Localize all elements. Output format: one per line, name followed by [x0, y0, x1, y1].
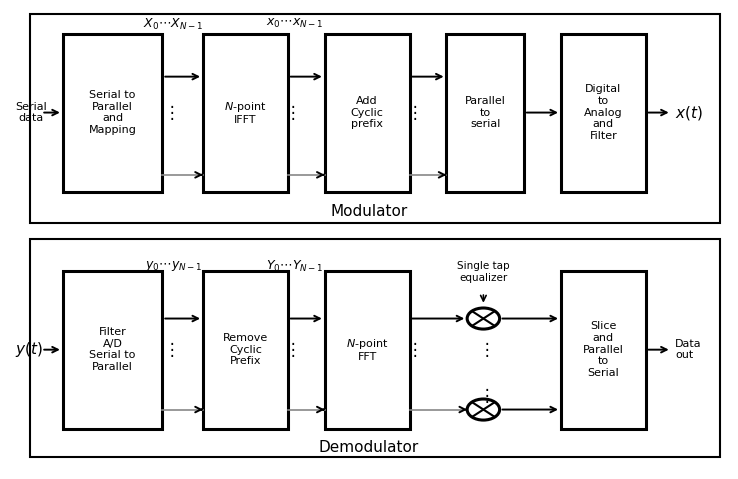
Text: $X_0 \cdots X_{N-1}$: $X_0 \cdots X_{N-1}$ — [143, 17, 204, 32]
Bar — [30, 14, 720, 223]
Bar — [63, 271, 162, 429]
Bar — [30, 240, 720, 457]
Bar — [203, 34, 288, 192]
Bar — [561, 34, 646, 192]
Text: Modulator: Modulator — [331, 205, 407, 219]
Text: Filter
A/D
Serial to
Parallel: Filter A/D Serial to Parallel — [89, 327, 136, 372]
Text: Data
out: Data out — [675, 339, 702, 361]
Text: $\vdots$: $\vdots$ — [477, 386, 489, 405]
Text: $x_0 \cdots x_{N-1}$: $x_0 \cdots x_{N-1}$ — [266, 17, 324, 30]
Bar — [325, 271, 410, 429]
Text: $\vdots$: $\vdots$ — [477, 340, 489, 359]
Text: $y_0 \cdots y_{N-1}$: $y_0 \cdots y_{N-1}$ — [145, 259, 202, 273]
Text: Digital
to
Analog
and
Filter: Digital to Analog and Filter — [584, 84, 623, 141]
Text: Parallel
to
serial: Parallel to serial — [465, 96, 506, 129]
Text: $\vdots$: $\vdots$ — [284, 340, 296, 359]
Text: Serial
data: Serial data — [15, 102, 46, 124]
Text: $y(t)$: $y(t)$ — [15, 340, 43, 359]
Text: $\vdots$: $\vdots$ — [284, 103, 296, 122]
Text: Single tap
equalizer: Single tap equalizer — [457, 261, 510, 283]
Text: $N$-point
IFFT: $N$-point IFFT — [224, 100, 266, 125]
Bar — [325, 34, 410, 192]
Text: $\vdots$: $\vdots$ — [162, 340, 174, 359]
Text: $\vdots$: $\vdots$ — [162, 103, 174, 122]
Text: $\vdots$: $\vdots$ — [406, 103, 418, 122]
Text: $Y_0 \cdots Y_{N-1}$: $Y_0 \cdots Y_{N-1}$ — [266, 259, 324, 274]
Bar — [561, 271, 646, 429]
Bar — [446, 34, 524, 192]
Text: Slice
and
Parallel
to
Serial: Slice and Parallel to Serial — [583, 321, 624, 378]
Text: Serial to
Parallel
and
Mapping: Serial to Parallel and Mapping — [89, 90, 137, 135]
Text: $x(t)$: $x(t)$ — [675, 103, 703, 122]
Bar — [203, 271, 288, 429]
Text: Add
Cyclic
prefix: Add Cyclic prefix — [351, 96, 384, 129]
Text: $\vdots$: $\vdots$ — [406, 340, 418, 359]
Text: $N$-point
FFT: $N$-point FFT — [346, 337, 388, 363]
Bar — [63, 34, 162, 192]
Text: Demodulator: Demodulator — [319, 440, 419, 455]
Text: Remove
Cyclic
Prefix: Remove Cyclic Prefix — [223, 333, 268, 366]
